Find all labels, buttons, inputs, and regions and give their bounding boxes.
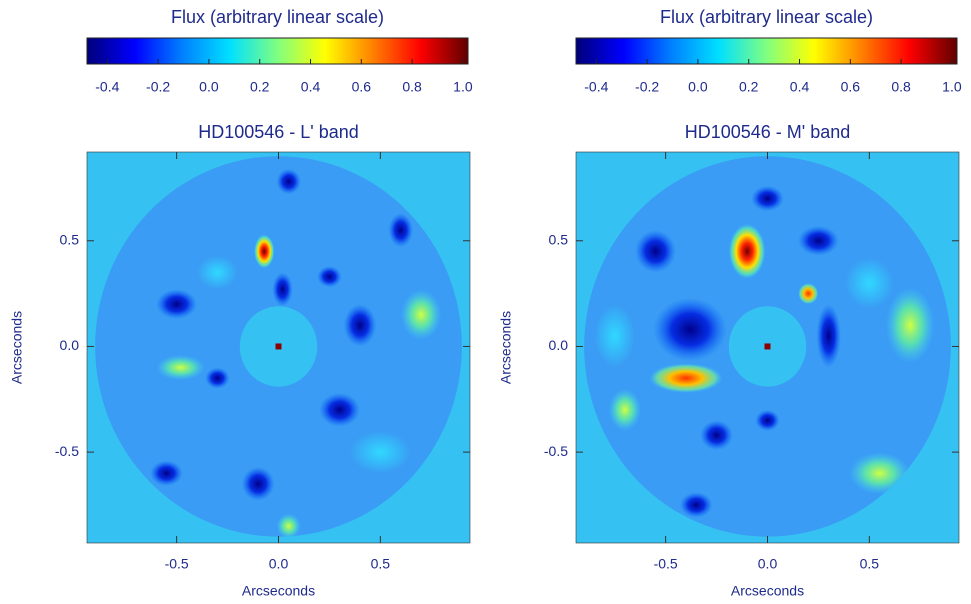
- x-tick-label: -0.5: [654, 556, 678, 572]
- map-blob: [254, 234, 275, 269]
- colorbar-tick-label: 0.6: [841, 79, 861, 95]
- map-blob: [319, 392, 360, 427]
- map-blob: [349, 430, 411, 474]
- map-structure: [150, 168, 442, 537]
- y-tick-label: 0.5: [549, 231, 569, 247]
- map-blob: [156, 289, 198, 319]
- map-blob: [388, 213, 413, 248]
- y-tick-label: -0.5: [55, 443, 79, 459]
- x-tick-label: 0.0: [758, 556, 778, 572]
- y-axis-label: Arcseconds: [9, 311, 25, 384]
- map-structure: [594, 185, 935, 518]
- chart-title: HD100546 - L' band: [198, 122, 359, 142]
- map-blob: [317, 266, 342, 288]
- colorbar-tick-label: 1.0: [453, 79, 473, 95]
- map-blob: [751, 185, 784, 212]
- map-blob: [653, 297, 727, 362]
- colorbar-tick-label: 0.0: [688, 79, 708, 95]
- map-blob: [755, 409, 780, 431]
- colorbar-tick-label: 0.4: [790, 79, 810, 95]
- star-position: [764, 343, 771, 350]
- map-blob: [816, 304, 841, 368]
- map-blob: [798, 225, 839, 256]
- colorbar-label: Flux (arbitrary linear scale): [171, 7, 384, 27]
- map-blob: [679, 492, 713, 518]
- x-tick-label: 0.5: [860, 556, 880, 572]
- colorbar-tick-label: 0.2: [250, 79, 270, 95]
- x-axis-label: Arcseconds: [242, 583, 315, 599]
- colorbar-tick-label: 0.6: [352, 79, 372, 95]
- colorbar-tick-label: -0.4: [95, 79, 119, 95]
- map-blob: [343, 304, 377, 347]
- map-blob: [205, 367, 230, 389]
- y-tick-label: 0.0: [60, 337, 80, 353]
- map-blob: [150, 460, 183, 486]
- y-axis-label: Arcseconds: [498, 311, 514, 384]
- y-tick-label: -0.5: [544, 443, 568, 459]
- map-blob: [276, 168, 301, 195]
- colorbar-tick-label: 0.2: [739, 79, 759, 95]
- x-tick-label: 0.5: [371, 556, 391, 572]
- chart-title: HD100546 - M' band: [685, 122, 851, 142]
- y-tick-label: 0.5: [60, 231, 80, 247]
- colorbar-tick-label: 1.0: [942, 79, 962, 95]
- colorbar-tick-label: -0.4: [584, 79, 608, 95]
- colorbar-tick-label: 0.0: [199, 79, 219, 95]
- map-blob: [728, 223, 766, 279]
- map-blob: [608, 388, 642, 431]
- map-blob: [885, 287, 935, 364]
- colorbar-tick-label: 0.8: [402, 79, 422, 95]
- map-blob: [241, 466, 275, 501]
- map-blob: [700, 420, 733, 451]
- map-blob: [844, 257, 894, 309]
- star-position: [275, 343, 282, 350]
- x-tick-label: -0.5: [165, 556, 189, 572]
- map-blob: [276, 513, 301, 537]
- colorbar-label: Flux (arbitrary linear scale): [660, 7, 873, 27]
- colorbar: [86, 37, 469, 65]
- y-tick-label: 0.0: [549, 337, 569, 353]
- map-blob: [272, 272, 293, 307]
- map-blob: [156, 354, 206, 381]
- map-blob: [649, 363, 723, 393]
- map-blob: [400, 289, 442, 341]
- map-blob: [798, 283, 819, 305]
- colorbar-tick-label: -0.2: [635, 79, 659, 95]
- x-tick-label: 0.0: [269, 556, 289, 572]
- colorbar-tick-label: 0.8: [891, 79, 911, 95]
- colorbar-tick-label: -0.2: [146, 79, 170, 95]
- map-blob: [197, 255, 238, 290]
- x-axis-label: Arcseconds: [731, 583, 804, 599]
- colorbar-tick-label: 0.4: [301, 79, 321, 95]
- map-blob: [594, 304, 636, 368]
- map-blob: [635, 230, 676, 273]
- colorbar: [575, 37, 958, 65]
